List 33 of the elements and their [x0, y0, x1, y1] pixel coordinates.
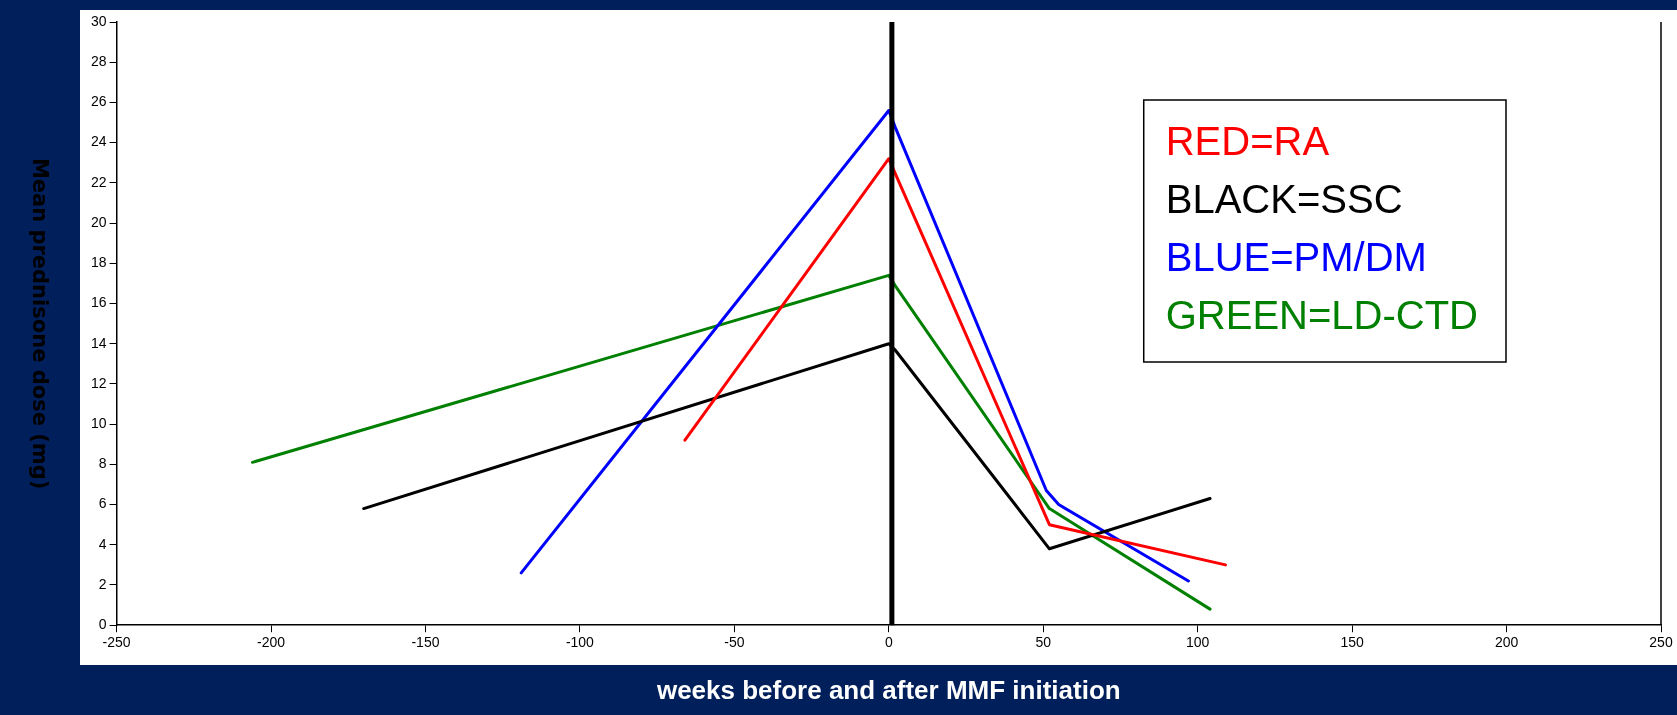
x-tick-label: -100 — [565, 634, 595, 651]
y-tick-label: 20 — [90, 213, 107, 230]
text: BLUE=PM/DM — [1165, 235, 1427, 280]
x-tick-label: -200 — [257, 634, 286, 651]
y-tick-label: 26 — [90, 93, 107, 110]
y-tick-label: 2 — [98, 575, 107, 592]
x-tick-label: -50 — [724, 634, 745, 651]
y-tick-label: 22 — [90, 173, 107, 190]
y-tick-label: 4 — [98, 535, 107, 552]
y-tick-label: 28 — [90, 53, 107, 70]
text: RED=RA — [1165, 119, 1330, 164]
text: BLACK=SSC — [1165, 177, 1403, 222]
y-axis-title: Mean prednisone dose (mg) — [27, 157, 52, 490]
x-tick-label: 0 — [884, 634, 893, 651]
y-tick-label: 16 — [90, 294, 107, 311]
x-axis-title: weeks before and after MMF initiation — [655, 675, 1121, 706]
y-tick-label: 18 — [90, 254, 107, 271]
x-tick-label: 50 — [1035, 634, 1052, 651]
y-tick-label: 6 — [98, 495, 107, 512]
x-tick-label: 100 — [1185, 634, 1210, 651]
text: GREEN=LD-CTD — [1165, 293, 1478, 338]
x-tick-label: -250 — [102, 634, 131, 651]
x-tick-label: 150 — [1340, 634, 1365, 651]
y-tick-label: 8 — [98, 455, 107, 472]
y-tick-label: 0 — [98, 616, 107, 633]
y-tick-label: 24 — [90, 133, 107, 150]
y-tick-label: 10 — [90, 414, 107, 431]
y-tick-label: 30 — [90, 12, 107, 29]
y-tick-label: 14 — [90, 334, 107, 351]
y-tick-label: 12 — [90, 374, 107, 391]
x-tick-label: -150 — [411, 634, 440, 651]
x-tick-label: 200 — [1494, 634, 1519, 651]
x-tick-label: 250 — [1649, 634, 1673, 651]
